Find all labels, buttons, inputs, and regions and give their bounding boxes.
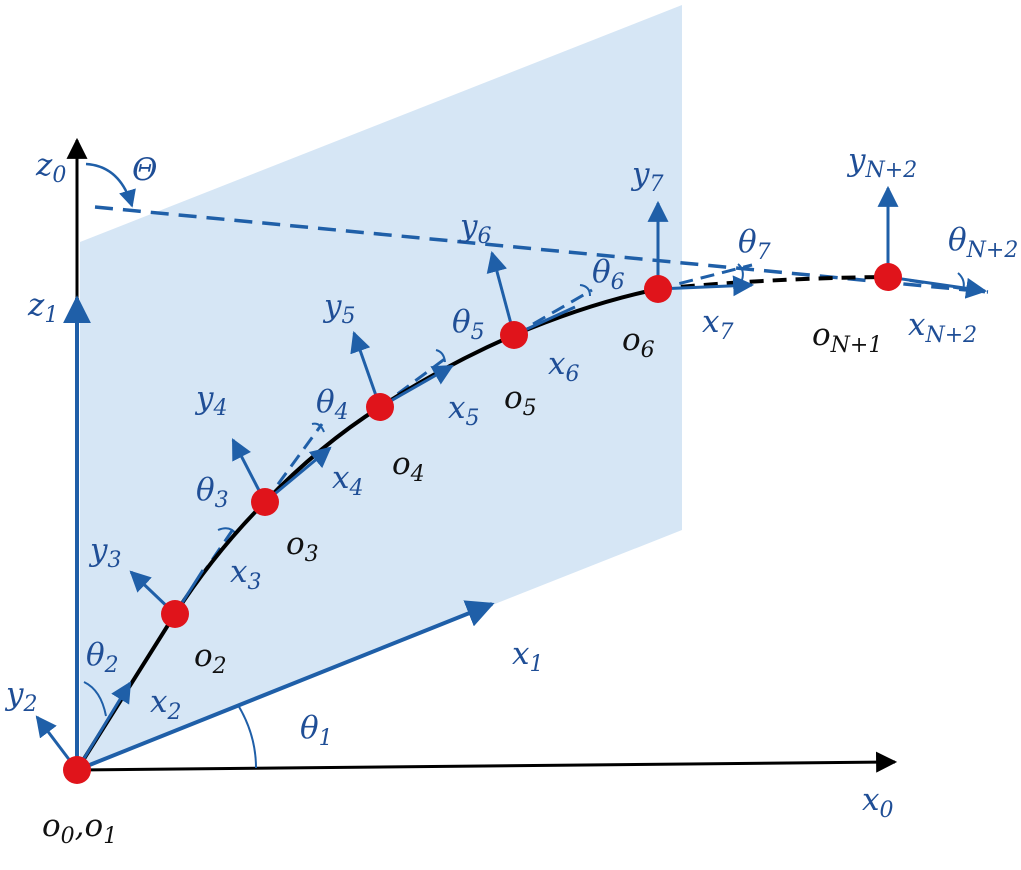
label-o0-o1: o0,o1 xyxy=(42,808,117,849)
dashed-tangent xyxy=(513,288,593,337)
theta-arc xyxy=(85,162,136,208)
theta5-arc xyxy=(435,349,446,363)
theta4-arc xyxy=(311,422,325,433)
label-oN1: oN+1 xyxy=(812,317,882,358)
node-o5 xyxy=(500,321,528,349)
label-theta3: θ3 xyxy=(196,472,229,513)
x0-axis xyxy=(76,751,898,773)
label-x6: x6 xyxy=(548,346,579,387)
x2-axis xyxy=(75,681,132,771)
label-o5: o5 xyxy=(504,380,537,421)
label-y2: y2 xyxy=(4,676,38,717)
theta1-arc xyxy=(237,704,257,769)
y6-axis xyxy=(486,250,516,336)
bending-plane xyxy=(80,5,682,768)
label-x0: x0 xyxy=(862,782,893,823)
label-xN2: xN+2 xyxy=(908,307,977,348)
label-theta1: θ1 xyxy=(300,710,333,751)
label-theta5: θ5 xyxy=(452,304,485,345)
dashed-tangent xyxy=(379,353,451,409)
xN2-axis xyxy=(887,275,988,299)
label-thetaN2: θN+2 xyxy=(948,222,1018,263)
node-o6 xyxy=(644,275,672,303)
label-Theta: Θ xyxy=(132,152,157,188)
label-y6: y6 xyxy=(458,208,492,249)
label-x5: x5 xyxy=(448,390,479,431)
node-o2 xyxy=(161,600,189,628)
label-x1: x1 xyxy=(512,636,543,677)
label-theta4: θ4 xyxy=(316,384,349,425)
label-x2: x2 xyxy=(150,684,181,725)
dashed-reference-line xyxy=(94,205,989,294)
theta6-arc xyxy=(579,284,591,297)
x1-axis xyxy=(76,600,495,772)
node-o4 xyxy=(366,393,394,421)
dashed-tangent xyxy=(263,423,324,503)
label-o3: o3 xyxy=(286,526,319,567)
label-theta2: θ2 xyxy=(86,637,119,678)
label-theta6: θ6 xyxy=(592,254,625,295)
label-x7: x7 xyxy=(702,304,733,345)
label-y4: y4 xyxy=(194,380,228,421)
label-theta7: θ7 xyxy=(738,224,771,265)
label-o4: o4 xyxy=(392,446,425,487)
node-o3 xyxy=(251,488,279,516)
x4-axis xyxy=(264,446,332,504)
node-o0-o1 xyxy=(63,756,91,784)
label-z1: z1 xyxy=(27,287,58,328)
label-y7: y7 xyxy=(630,156,664,197)
theta7-arc xyxy=(737,263,744,281)
node-oN1 xyxy=(874,263,902,291)
theta2-arc xyxy=(83,681,107,717)
label-o6: o6 xyxy=(622,322,655,363)
label-z0: z0 xyxy=(35,147,66,188)
label-y5: y5 xyxy=(322,288,356,329)
label-x4: x4 xyxy=(332,460,363,501)
label-o2: o2 xyxy=(194,638,227,679)
label-y3: y3 xyxy=(88,532,122,573)
label-x3: x3 xyxy=(230,554,261,595)
label-yN2: yN+2 xyxy=(846,142,917,183)
x7-axis xyxy=(657,275,755,297)
dashed-tangent xyxy=(657,263,753,291)
